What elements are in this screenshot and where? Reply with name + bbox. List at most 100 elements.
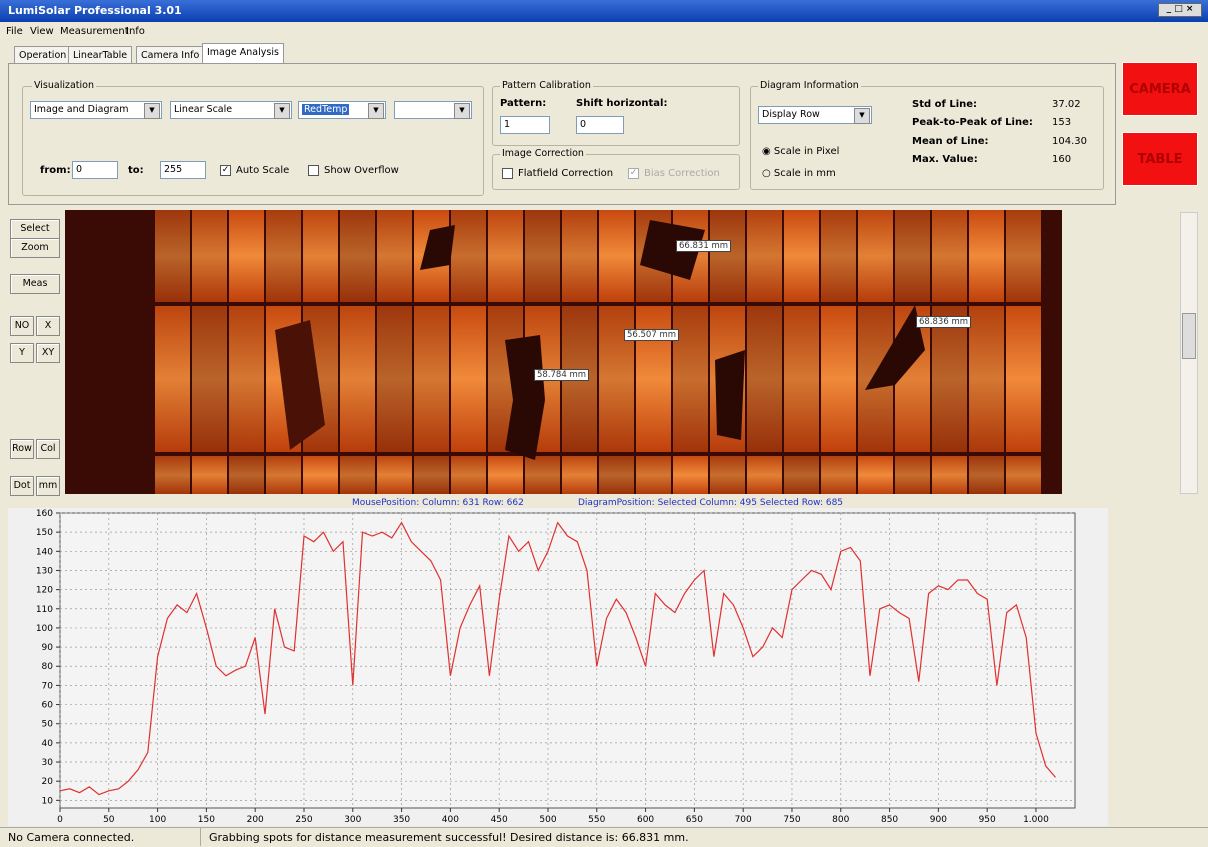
stat-label: Max. Value: (912, 154, 978, 165)
dropdown[interactable] (394, 101, 472, 119)
cell (747, 456, 782, 494)
measurement-label: 56.507 mm (624, 329, 680, 341)
cell (451, 210, 486, 302)
checkbox[interactable]: ✓ (220, 165, 231, 176)
input[interactable]: 255 (160, 161, 206, 179)
group-box (22, 86, 484, 196)
cell (562, 456, 597, 494)
cell (340, 456, 375, 494)
title-bar: LumiSolar Professional 3.01 _ □ × (0, 0, 1208, 22)
mouse-position: MousePosition: Column: 631 Row: 662 (352, 498, 524, 508)
dropdown[interactable]: Linear Scale (170, 101, 292, 119)
menu-measurement[interactable]: Measurement (60, 26, 129, 37)
cell (488, 456, 523, 494)
crack (505, 335, 545, 460)
tab[interactable]: Camera Info (136, 46, 205, 64)
spinner[interactable]: 1 (500, 116, 550, 134)
cell (821, 456, 856, 494)
stat-value: 160 (1052, 154, 1072, 165)
spinner[interactable]: 0 (576, 116, 624, 134)
group-box (750, 86, 1104, 190)
tab[interactable]: Operation (14, 46, 72, 64)
x-tick-label: 250 (295, 815, 312, 825)
status-text: No Camera connected. (8, 831, 135, 844)
y-tick-label: 10 (42, 796, 54, 806)
cell (932, 210, 967, 302)
tool-button[interactable]: mm (36, 476, 60, 496)
x-tick-label: 300 (344, 815, 361, 825)
cell (673, 306, 708, 452)
scrollbar[interactable] (1180, 212, 1198, 494)
x-tick-label: 750 (783, 815, 800, 825)
x-tick-label: 200 (247, 815, 264, 825)
cell (636, 306, 671, 452)
dropdown[interactable]: RedTemp (298, 101, 386, 119)
table-button[interactable]: TABLE (1122, 132, 1198, 186)
tool-button[interactable]: Dot (10, 476, 34, 496)
cell (377, 306, 412, 452)
tool-button[interactable]: Zoom (10, 238, 60, 258)
y-tick-label: 160 (36, 509, 53, 519)
cell (340, 306, 375, 452)
tool-button[interactable]: Col (36, 439, 60, 459)
camera-button[interactable]: CAMERA (1122, 62, 1198, 116)
cell (969, 210, 1004, 302)
radio[interactable]: ○ Scale in mm (762, 168, 836, 179)
x-tick-label: 1.000 (1023, 815, 1049, 825)
cell (340, 210, 375, 302)
cell (599, 456, 634, 494)
cell (858, 456, 893, 494)
tab-active[interactable]: Image Analysis (202, 43, 284, 64)
crack (275, 320, 325, 450)
tool-button[interactable]: NO (10, 316, 34, 336)
x-tick-label: 550 (588, 815, 605, 825)
x-tick-label: 650 (686, 815, 703, 825)
cell (747, 306, 782, 452)
cell (599, 210, 634, 302)
tool-button[interactable]: X (36, 316, 60, 336)
stat-label: Peak-to-Peak of Line: (912, 117, 1033, 128)
radio[interactable]: ◉ Scale in Pixel (762, 146, 840, 157)
menu-view[interactable]: View (30, 26, 54, 37)
cell (969, 456, 1004, 494)
tool-button[interactable]: Y (10, 343, 34, 363)
tool-button[interactable]: XY (36, 343, 60, 363)
cell (451, 306, 486, 452)
dropdown[interactable]: Image and Diagram (30, 101, 162, 119)
cell (710, 456, 745, 494)
cell (932, 306, 967, 452)
checkbox[interactable] (502, 168, 513, 179)
cell (266, 210, 301, 302)
dropdown[interactable]: Display Row (758, 106, 872, 124)
label: Shift horizontal: (576, 98, 668, 109)
cell (784, 456, 819, 494)
input[interactable]: 0 (72, 161, 118, 179)
electroluminescence-image (65, 210, 1062, 494)
window-controls[interactable]: _ □ × (1158, 3, 1202, 17)
y-tick-label: 60 (42, 701, 54, 711)
tab[interactable]: LinearTable (68, 46, 133, 64)
cell (747, 210, 782, 302)
group-label: Diagram Information (758, 80, 861, 91)
menu-info[interactable]: Info (126, 26, 145, 37)
tool-button[interactable]: Select (10, 219, 60, 239)
status-bar (0, 827, 1208, 847)
menu-file[interactable]: File (6, 26, 23, 37)
status-message: Grabbing spots for distance measurement … (200, 828, 1050, 846)
x-tick-label: 150 (198, 815, 215, 825)
cell (155, 306, 190, 452)
tool-button[interactable]: Row (10, 439, 34, 459)
stat-label: Std of Line: (912, 99, 978, 110)
label: from: (40, 165, 71, 176)
tool-button[interactable]: Meas (10, 274, 60, 294)
cell (155, 210, 190, 302)
x-tick-label: 50 (103, 815, 115, 825)
cell (192, 306, 227, 452)
y-tick-label: 30 (42, 758, 54, 768)
cell (599, 306, 634, 452)
checkbox[interactable] (308, 165, 319, 176)
y-tick-label: 150 (36, 528, 53, 538)
cell (1006, 456, 1041, 494)
cell (488, 210, 523, 302)
